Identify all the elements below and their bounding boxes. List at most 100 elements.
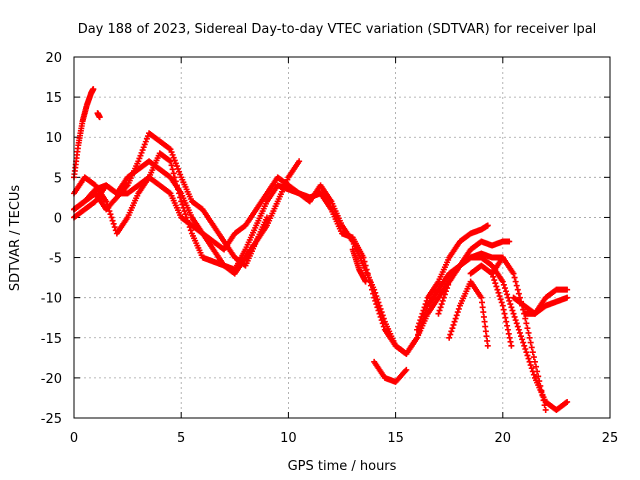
- data-point: [538, 387, 545, 394]
- data-point: [513, 282, 520, 289]
- data-point: [536, 378, 543, 385]
- data-point: [528, 344, 535, 351]
- data-point: [371, 294, 378, 301]
- data-point: [503, 288, 510, 295]
- data-point: [455, 305, 462, 312]
- data-point: [169, 166, 176, 173]
- series-arc-2: [94, 110, 103, 121]
- data-point: [422, 301, 429, 308]
- data-point: [523, 349, 530, 356]
- data-point: [445, 281, 452, 288]
- data-point: [364, 270, 371, 277]
- x-tick-label: 25: [602, 431, 619, 446]
- data-point: [451, 318, 458, 325]
- series-arc-17: [521, 294, 571, 317]
- data-point: [563, 399, 570, 406]
- data-point: [173, 163, 180, 170]
- data-point: [376, 310, 383, 317]
- data-point: [136, 155, 143, 162]
- data-point: [377, 313, 384, 320]
- data-point: [518, 333, 525, 340]
- data-point: [452, 315, 459, 322]
- data-point: [420, 307, 427, 314]
- data-point: [522, 346, 529, 353]
- data-point: [504, 291, 511, 298]
- data-point: [166, 145, 173, 152]
- axis-ticks: 0 5 10 15 20 25 -25 -20 -15 -10 -5 0 5 10 15 20: [41, 51, 619, 446]
- series-arc-15: [489, 254, 549, 413]
- series-arc-13: [446, 278, 491, 349]
- data-point: [414, 326, 421, 333]
- series-arc-1: [71, 86, 97, 181]
- x-tick-label: 20: [495, 431, 512, 446]
- data-point: [169, 151, 176, 158]
- data-point: [437, 304, 444, 311]
- y-tick-label: -15: [41, 332, 62, 347]
- x-tick-label: 5: [177, 431, 185, 446]
- data-point: [499, 302, 506, 309]
- data-point: [90, 86, 97, 93]
- data-point: [564, 286, 571, 293]
- x-tick-label: 10: [280, 431, 297, 446]
- data-point: [442, 288, 449, 295]
- data-points: [71, 86, 571, 413]
- x-tick-label: 15: [387, 431, 404, 446]
- plot-frame: [73, 56, 611, 419]
- data-point: [492, 280, 499, 287]
- data-point: [447, 331, 454, 338]
- data-point: [506, 334, 513, 341]
- data-point: [142, 138, 149, 145]
- data-point: [106, 208, 113, 215]
- data-point: [534, 368, 541, 375]
- data-point: [143, 135, 150, 142]
- data-point: [512, 278, 519, 285]
- data-point: [417, 317, 424, 324]
- data-point: [403, 366, 410, 373]
- data-point: [367, 282, 374, 289]
- data-point: [514, 286, 521, 293]
- data-point: [516, 329, 523, 336]
- data-point: [110, 220, 117, 227]
- data-point: [512, 317, 519, 324]
- data-point: [540, 397, 547, 404]
- data-point: [494, 286, 501, 293]
- data-point: [140, 144, 147, 151]
- data-point: [491, 277, 498, 284]
- data-point: [137, 152, 144, 159]
- y-tick-label: 15: [45, 91, 62, 106]
- data-point: [528, 365, 535, 372]
- data-point: [182, 211, 189, 218]
- data-point: [111, 224, 118, 231]
- data-point: [439, 297, 446, 304]
- data-point: [419, 310, 426, 317]
- data-point: [535, 373, 542, 380]
- data-point: [511, 274, 518, 281]
- data-point: [507, 338, 514, 345]
- data-point: [446, 334, 453, 341]
- data-point: [531, 358, 538, 365]
- data-point: [103, 198, 110, 205]
- data-point: [524, 325, 531, 332]
- data-point: [415, 323, 422, 330]
- data-point: [372, 297, 379, 304]
- data-point: [510, 270, 517, 277]
- data-point: [440, 294, 447, 301]
- data-point: [174, 165, 181, 172]
- data-point: [176, 168, 183, 175]
- data-point: [421, 304, 428, 311]
- data-point: [564, 294, 571, 301]
- x-tick-label: 0: [70, 431, 78, 446]
- data-point: [504, 326, 511, 333]
- data-point: [453, 312, 460, 319]
- y-tick-label: -10: [41, 292, 62, 307]
- data-point: [179, 201, 186, 208]
- data-point: [177, 171, 184, 178]
- data-point: [501, 285, 508, 292]
- data-point: [362, 278, 369, 285]
- data-point: [504, 322, 511, 329]
- chart-title: Day 188 of 2023, Sidereal Day-to-day VTE…: [78, 22, 597, 37]
- y-axis-label: SDTVAR / TECUs: [8, 185, 23, 292]
- y-tick-label: 20: [45, 51, 62, 66]
- data-point: [374, 304, 381, 311]
- data-point: [501, 310, 508, 317]
